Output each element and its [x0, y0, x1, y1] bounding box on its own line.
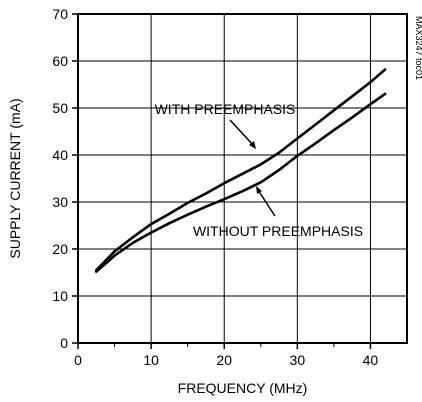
- x-tick-labels: 0 10 20 30 40: [74, 352, 378, 368]
- x-tick-label: 10: [143, 352, 159, 368]
- grid: [78, 14, 407, 343]
- annotation-without-preemphasis: WITHOUT PREEMPHASIS: [193, 223, 363, 239]
- x-axis-title: FREQUENCY (MHz): [178, 380, 308, 396]
- y-tick-label: 30: [52, 194, 68, 210]
- y-axis-title: SUPPLY CURRENT (mA): [7, 98, 23, 258]
- y-tick-labels: 0 10 20 30 40 50 60 70: [52, 6, 68, 351]
- series-line-with-preemphasis: [95, 68, 387, 272]
- x-tick-label: 0: [74, 352, 82, 368]
- annotations: WITH PREEMPHASIS WITHOUT PREEMPHASIS: [155, 101, 363, 239]
- y-tick-label: 40: [52, 147, 68, 163]
- annotation-pointer-without: [257, 189, 276, 217]
- series-line-without-preemphasis: [95, 92, 387, 273]
- ticks: [72, 13, 372, 349]
- y-tick-label: 70: [52, 6, 68, 22]
- x-tick-label: 20: [216, 352, 232, 368]
- y-tick-label: 20: [52, 241, 68, 257]
- x-tick-label: 40: [363, 352, 379, 368]
- y-tick-label: 0: [60, 335, 68, 351]
- y-tick-label: 10: [52, 288, 68, 304]
- plot-frame: [77, 13, 408, 344]
- y-tick-label: 50: [52, 100, 68, 116]
- arrowhead-without: [256, 186, 262, 194]
- curves: [95, 68, 387, 273]
- y-tick-label: 60: [52, 53, 68, 69]
- annotation-pointer-with: [229, 119, 255, 147]
- arrowhead-with: [249, 141, 256, 149]
- x-tick-label: 30: [290, 352, 306, 368]
- annotation-with-preemphasis: WITH PREEMPHASIS: [155, 101, 296, 117]
- figure-code: MAX3247 toc01: [414, 16, 422, 80]
